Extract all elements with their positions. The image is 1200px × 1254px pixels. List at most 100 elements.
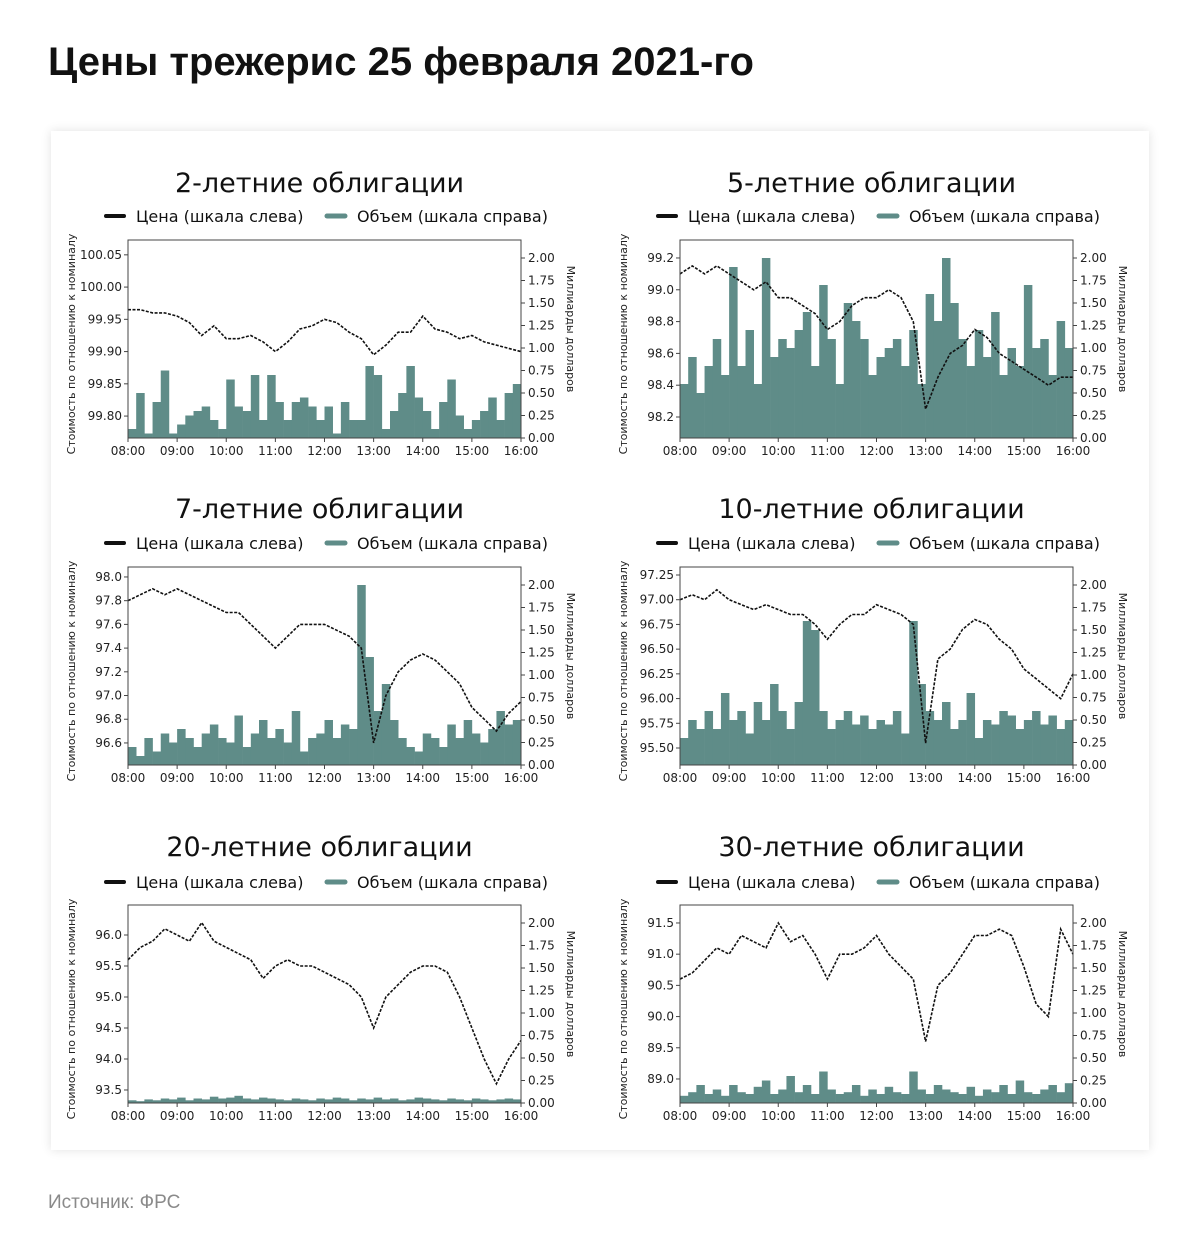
x-tick-label: 10:00 [209, 1109, 244, 1123]
volume-bar [185, 415, 194, 438]
plot-frame [127, 904, 522, 1104]
volume-bar [177, 1097, 186, 1103]
volume-bar [259, 1097, 268, 1103]
x-tick-label: 13:00 [356, 444, 391, 458]
x-tick-label: 14:00 [405, 1109, 440, 1123]
y2-tick-label: 0.25 [1080, 409, 1107, 423]
volume-bar [299, 1099, 309, 1103]
volume-bar [373, 375, 383, 438]
y2-tick-label: 1.50 [1080, 296, 1107, 310]
y-tick-label: 98.2 [647, 410, 674, 424]
x-tick-label: 14:00 [405, 771, 440, 785]
y-tick-label: 100.05 [80, 248, 122, 262]
volume-bar [794, 330, 804, 438]
y-axis-label: Стоимость по отношению к номиналу [617, 898, 630, 1119]
volume-bar [1007, 715, 1016, 765]
y-tick-label: 95.50 [640, 741, 674, 755]
volume-bar [504, 1098, 514, 1103]
subplot-6: 30-летние облигации Цена (шкала слева) Объ… [617, 832, 1129, 1123]
volume-bar [250, 375, 260, 438]
y2-axis-label: Миллиарды долларов [564, 931, 577, 1058]
volume-bar [737, 711, 746, 765]
volume-bar [737, 1092, 746, 1103]
volume-bar [349, 1100, 358, 1103]
volume-bar [917, 1089, 926, 1103]
volume-bar [704, 1094, 714, 1103]
volume-bar [761, 258, 771, 438]
volume-bar [152, 751, 162, 765]
volume-bar [925, 1094, 935, 1103]
y2-tick-label: 1.50 [1080, 623, 1107, 637]
y-tick-label: 100.00 [80, 280, 122, 294]
volume-bar [1064, 1083, 1074, 1103]
volume-bar [982, 357, 992, 438]
volume-bar [185, 738, 194, 765]
volume-bar [827, 1089, 836, 1103]
y2-tick-label: 0.50 [528, 386, 555, 400]
price-line [679, 588, 1074, 744]
volume-bar [942, 258, 951, 438]
volume-bar [234, 1095, 243, 1103]
volume-bar [291, 402, 301, 438]
x-tick-label: 14:00 [957, 771, 992, 785]
volume-bar [712, 729, 722, 765]
y-tick-label: 99.90 [88, 345, 122, 359]
volume-bar [471, 1098, 481, 1103]
volume-bar [242, 747, 252, 765]
volume-bar [794, 702, 804, 765]
volume-bar [819, 285, 828, 438]
y2-tick-label: 2.00 [1080, 251, 1107, 265]
volume-bar [480, 742, 489, 765]
volume-bar [291, 1098, 301, 1103]
y2-tick-label: 1.50 [528, 961, 555, 975]
volume-bar [868, 375, 877, 438]
volume-bar [234, 715, 243, 765]
volume-bar [909, 1071, 918, 1103]
volume-bar [884, 724, 894, 765]
x-tick-label: 08:00 [111, 1109, 146, 1123]
volume-bar [414, 1097, 424, 1103]
y2-axis-label: Миллиарды долларов [564, 266, 577, 393]
legend-price-label: Цена (шкала слева) [688, 207, 855, 226]
volume-bar [414, 397, 424, 438]
y-tick-label: 99.0 [647, 283, 674, 297]
volume-bar [950, 729, 959, 765]
volume-bar [704, 711, 714, 765]
volume-bar [422, 733, 432, 765]
volume-bar [471, 733, 481, 765]
volume-bar [250, 1099, 260, 1103]
y2-tick-label: 1.75 [528, 939, 555, 953]
volume-bar [778, 1089, 787, 1103]
volume-bar [128, 1100, 137, 1103]
y2-tick-label: 0.50 [528, 1051, 555, 1065]
volume-bar [991, 1092, 1000, 1103]
volume-bar [316, 733, 325, 765]
volume-bar [398, 393, 407, 438]
x-tick-label: 10:00 [209, 444, 244, 458]
volume-bar [488, 1100, 497, 1103]
y2-tick-label: 1.00 [528, 1006, 555, 1020]
volume-bar [168, 433, 178, 438]
volume-bar [512, 384, 522, 438]
volume-bar [860, 1095, 869, 1103]
volume-bar [512, 1099, 522, 1103]
y-tick-label: 96.25 [640, 667, 674, 681]
subplot-title: 7-летние облигации [175, 494, 464, 525]
y2-tick-label: 0.00 [1080, 431, 1107, 445]
y2-axis-label: Миллиарды долларов [1116, 931, 1129, 1058]
volume-bar [1032, 711, 1041, 765]
y-tick-label: 97.25 [640, 568, 674, 582]
y2-tick-label: 0.75 [1080, 691, 1107, 705]
volume-bar [128, 429, 137, 438]
volume-bar [226, 379, 235, 438]
y2-tick-label: 0.25 [1080, 1074, 1107, 1088]
y-tick-label: 98.6 [647, 346, 674, 360]
volume-bar [471, 420, 481, 438]
y2-tick-label: 1.25 [528, 984, 555, 998]
y-tick-label: 98.4 [647, 378, 674, 392]
volume-bar [267, 738, 276, 765]
volume-bar [982, 1089, 992, 1103]
volume-bar [1040, 1089, 1049, 1103]
price-line [127, 921, 522, 1086]
volume-bar [819, 1071, 828, 1103]
